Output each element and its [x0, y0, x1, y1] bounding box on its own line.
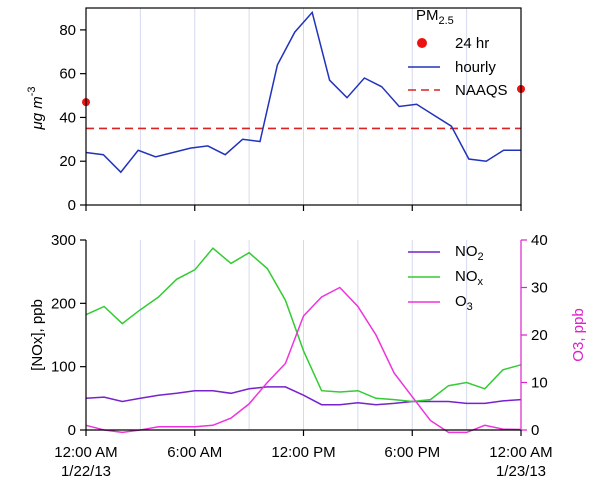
- top-ytick-label: 40: [59, 109, 76, 126]
- series-nox-line: [85, 247, 522, 403]
- legend-hourly-label: hourly: [455, 59, 496, 76]
- bottom-y2tick-label: 40: [531, 232, 548, 249]
- xtick-label: 12:00 PM: [271, 444, 335, 461]
- bottom-ylabel: [NOx], ppb: [29, 299, 46, 371]
- xtick-label: 6:00 AM: [167, 444, 222, 461]
- series-hourly-line: [85, 10, 521, 174]
- legend-nox-label-sub: x: [478, 276, 484, 288]
- bottom-ytick-label: 200: [51, 295, 76, 312]
- legend-o3-label-main: O: [455, 293, 467, 310]
- legend-no2-label-sub: 2: [478, 251, 484, 263]
- legend-naaqs-label: NAAQS: [455, 82, 508, 99]
- series-o3-line: [85, 286, 522, 434]
- bottom-y2tick-label: 30: [531, 280, 548, 297]
- top-ylabel-exponent: -3: [26, 86, 38, 96]
- xtick-date-label: 1/23/13: [496, 463, 546, 480]
- bottom-ytick-label: 300: [51, 232, 76, 249]
- bottom-ytick-label: 0: [68, 422, 76, 439]
- top-ytick-label: 60: [59, 66, 76, 83]
- xtick-label: 6:00 PM: [384, 444, 440, 461]
- legend-nox-label: NOx: [455, 268, 484, 288]
- top-legend-title: PM2.5: [416, 7, 454, 27]
- top-ylabel: μg m-3: [26, 86, 46, 130]
- bottom-y2tick-label: 10: [531, 375, 548, 392]
- legend-24hr-label: 24 hr: [455, 35, 489, 52]
- bottom-ytick-label: 100: [51, 359, 76, 376]
- top-ytick-label: 20: [59, 153, 76, 170]
- legend-o3-label: O3: [455, 293, 473, 313]
- series-no2-line: [85, 386, 522, 406]
- legend-o3-label-sub: 3: [467, 301, 473, 313]
- bottom-y2tick-label: 0: [531, 422, 539, 439]
- legend-24hr-swatch: [417, 38, 427, 48]
- top-ytick-label: 0: [68, 197, 76, 214]
- xtick-date-label: 1/22/13: [61, 463, 111, 480]
- top-legend-title-main: PM: [416, 7, 439, 24]
- top-legend-title-sub: 2.5: [439, 15, 454, 27]
- bottom-y2label: O3, ppb: [570, 308, 587, 361]
- top-ylabel-unit: μg m: [29, 96, 46, 130]
- legend-nox-label-main: NO: [455, 268, 478, 285]
- xtick-label: 12:00 AM: [489, 444, 552, 461]
- xtick-label: 12:00 AM: [54, 444, 117, 461]
- legend-no2-label: NO2: [455, 243, 484, 263]
- legend-no2-label-main: NO: [455, 243, 478, 260]
- bottom-y2tick-label: 20: [531, 327, 548, 344]
- top-ytick-label: 80: [59, 22, 76, 39]
